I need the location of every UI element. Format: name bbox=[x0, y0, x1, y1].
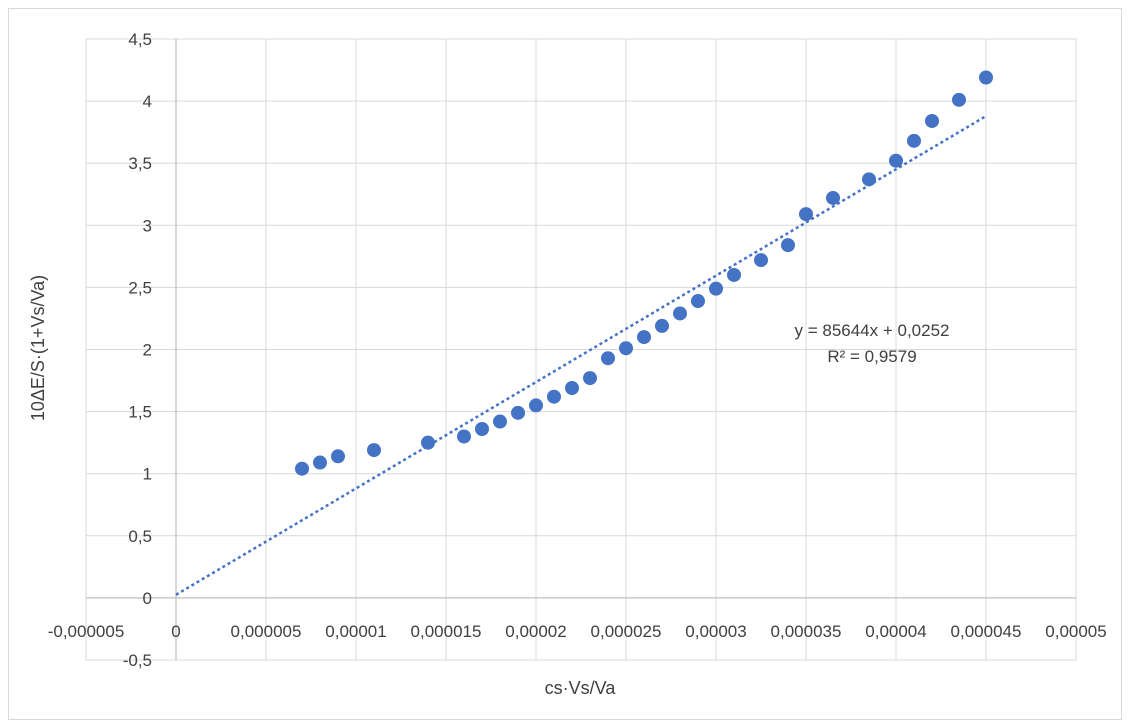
y-tick-label: 1,5 bbox=[128, 403, 152, 422]
data-point bbox=[331, 449, 345, 464]
data-point bbox=[754, 253, 768, 268]
data-points bbox=[295, 70, 993, 476]
data-point bbox=[781, 238, 795, 253]
y-tick-label: -0,5 bbox=[123, 651, 152, 670]
x-tick-label: 0,000025 bbox=[591, 622, 662, 641]
x-axis-title: cs·Vs/Va bbox=[545, 678, 617, 698]
x-tick-labels: -0,000005 0 0,000005 0,00001 0,000015 0,00002… bbox=[48, 622, 1107, 641]
data-point bbox=[583, 371, 597, 386]
data-point bbox=[655, 318, 669, 333]
x-tick-label: 0,00004 bbox=[865, 622, 926, 641]
data-point bbox=[367, 443, 381, 458]
data-point bbox=[421, 435, 435, 450]
data-point bbox=[295, 461, 309, 476]
x-tick-label: 0,000035 bbox=[771, 622, 842, 641]
x-tick-label: 0,000045 bbox=[951, 622, 1022, 641]
data-point bbox=[547, 389, 561, 404]
gridlines bbox=[85, 38, 1077, 661]
x-tick-label: -0,000005 bbox=[48, 622, 125, 641]
x-tick-label: 0,00001 bbox=[325, 622, 386, 641]
data-point bbox=[925, 113, 939, 128]
x-tick-label: 0 bbox=[171, 622, 180, 641]
x-tick-label: 0,00005 bbox=[1045, 622, 1106, 641]
data-point bbox=[457, 429, 471, 444]
x-tick-label: 0,000005 bbox=[231, 622, 302, 641]
y-tick-label: 3 bbox=[143, 216, 152, 235]
data-point bbox=[619, 341, 633, 356]
x-tick-label: 0,000015 bbox=[411, 622, 482, 641]
data-point bbox=[799, 207, 813, 222]
y-tick-label: 1 bbox=[143, 465, 152, 484]
data-point bbox=[475, 421, 489, 436]
data-point bbox=[727, 267, 741, 282]
y-tick-label: 4,5 bbox=[128, 30, 152, 49]
data-point bbox=[889, 153, 903, 168]
data-point bbox=[529, 398, 543, 413]
data-point bbox=[493, 414, 507, 429]
trendline bbox=[175, 115, 987, 596]
x-tick-label: 0,00002 bbox=[505, 622, 566, 641]
data-point bbox=[709, 281, 723, 296]
data-point bbox=[691, 294, 705, 309]
trendline-equation: y = 85644x + 0,0252 bbox=[794, 321, 949, 340]
data-point bbox=[826, 190, 840, 205]
y-tick-label: 0 bbox=[143, 589, 152, 608]
y-axis-title: 10ΔE/S·(1+Vs/Va) bbox=[28, 275, 48, 421]
y-tick-label: 4 bbox=[143, 92, 152, 111]
data-point bbox=[565, 381, 579, 396]
data-point bbox=[601, 351, 615, 366]
data-point bbox=[952, 92, 966, 107]
trendline-group bbox=[175, 115, 987, 596]
axes bbox=[86, 39, 1076, 660]
data-point bbox=[511, 405, 525, 420]
data-point bbox=[313, 455, 327, 470]
data-point bbox=[637, 330, 651, 345]
y-tick-label: 2 bbox=[143, 341, 152, 360]
chart-frame bbox=[8, 8, 1122, 720]
data-point bbox=[979, 70, 993, 85]
data-point bbox=[907, 133, 921, 148]
data-point bbox=[862, 172, 876, 187]
y-tick-label: 0,5 bbox=[128, 527, 152, 546]
x-tick-label: 0,00003 bbox=[685, 622, 746, 641]
y-tick-label: 3,5 bbox=[128, 154, 152, 173]
trendline-r-squared: R² = 0,9579 bbox=[827, 347, 916, 366]
data-point bbox=[673, 306, 687, 321]
y-tick-label: 2,5 bbox=[128, 278, 152, 297]
y-tick-labels: -0,5 0 0,5 1 1,5 2 2,5 3 3,5 4 4,5 bbox=[123, 30, 152, 670]
